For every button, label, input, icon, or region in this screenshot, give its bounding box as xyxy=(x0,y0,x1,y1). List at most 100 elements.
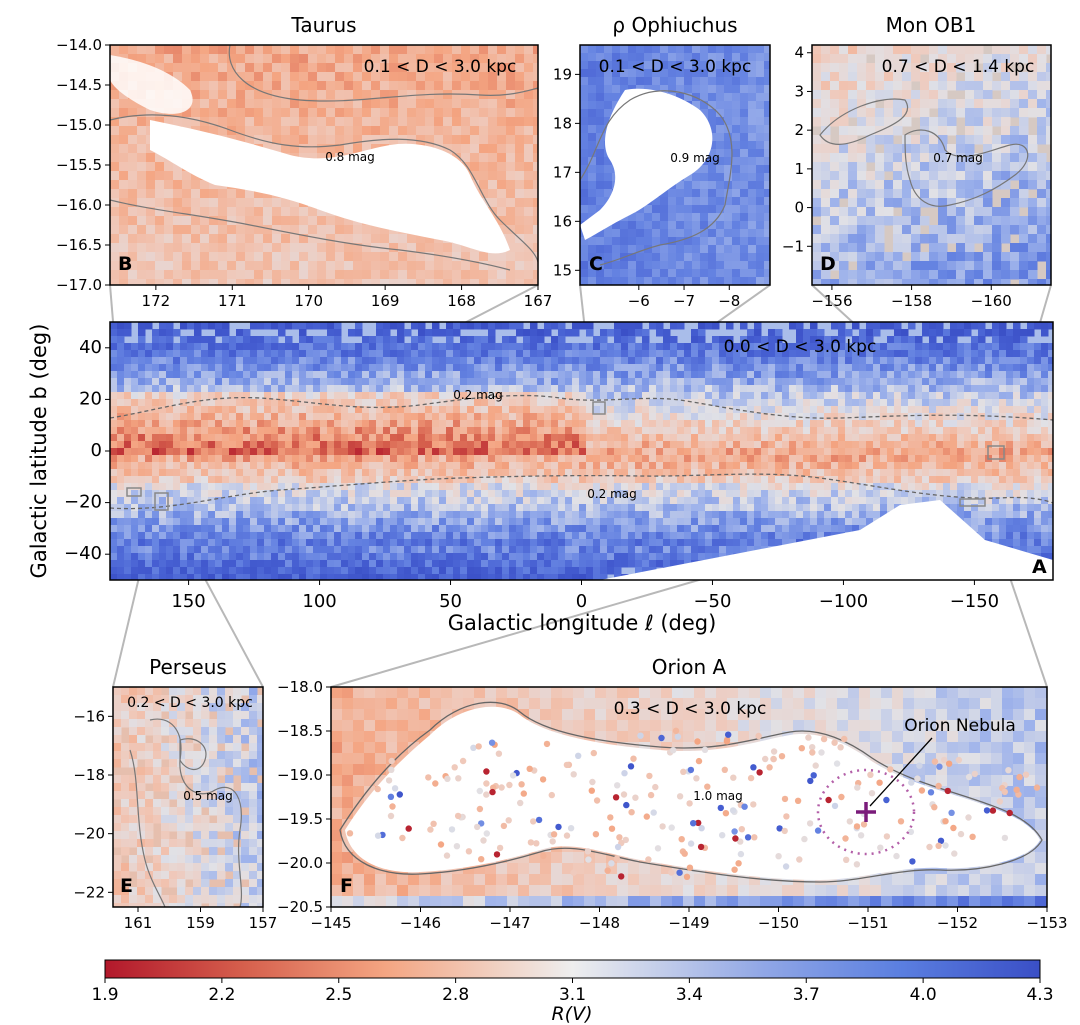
map-cell xyxy=(593,553,601,561)
map-cell xyxy=(1041,448,1049,456)
map-cell xyxy=(663,336,671,344)
map-cell xyxy=(348,546,356,554)
map-cell xyxy=(600,434,608,442)
map-cell xyxy=(257,525,265,533)
map-cell xyxy=(712,392,720,400)
map-cell xyxy=(173,427,181,435)
map-cell xyxy=(684,420,692,428)
map-cell xyxy=(453,350,461,358)
map-cell xyxy=(705,518,713,526)
map-cell xyxy=(782,406,790,414)
map-cell xyxy=(838,385,846,393)
map-cell xyxy=(173,420,181,428)
map-cell xyxy=(621,490,629,498)
map-cell xyxy=(929,364,937,372)
map-cell xyxy=(537,567,545,575)
map-cell xyxy=(250,364,258,372)
map-cell xyxy=(509,539,517,547)
map-cell xyxy=(215,511,223,519)
map-cell xyxy=(747,371,755,379)
map-cell xyxy=(194,371,202,379)
map-cell xyxy=(922,399,930,407)
map-cell xyxy=(138,539,146,547)
map-cell xyxy=(964,364,972,372)
map-cell xyxy=(635,413,643,421)
map-cell xyxy=(572,497,580,505)
map-cell xyxy=(474,525,482,533)
map-cell xyxy=(411,574,419,580)
map-cell xyxy=(656,546,664,554)
map-cell xyxy=(292,378,300,386)
map-cell xyxy=(222,322,230,330)
map-cell xyxy=(243,378,251,386)
map-cell xyxy=(768,350,776,358)
map-cell xyxy=(922,322,930,330)
map-cell xyxy=(894,343,902,351)
map-cell xyxy=(852,511,860,519)
map-cell xyxy=(383,490,391,498)
map-cell xyxy=(418,413,426,421)
map-cell xyxy=(446,476,454,484)
map-cell xyxy=(236,72,246,82)
map-cell xyxy=(334,434,342,442)
map-cell xyxy=(397,420,405,428)
map-cell xyxy=(684,434,692,442)
map-cell xyxy=(782,420,790,428)
map-cell xyxy=(411,406,419,414)
map-cell xyxy=(1041,504,1049,512)
map-cell xyxy=(572,420,580,428)
map-cell xyxy=(978,329,986,337)
map-cell xyxy=(425,539,433,547)
map-cell xyxy=(621,476,629,484)
map-cell xyxy=(628,336,636,344)
map-cell xyxy=(509,560,517,568)
map-cell xyxy=(222,343,230,351)
map-cell xyxy=(782,448,790,456)
map-cell xyxy=(523,497,531,505)
map-cell xyxy=(313,448,321,456)
map-cell xyxy=(915,392,923,400)
map-cell xyxy=(852,392,860,400)
map-cell xyxy=(257,469,265,477)
map-cell xyxy=(530,497,538,505)
map-cell xyxy=(481,364,489,372)
map-cell xyxy=(950,357,958,365)
map-cell xyxy=(404,462,412,470)
map-cell xyxy=(782,350,790,358)
map-cell xyxy=(649,322,657,330)
map-cell xyxy=(131,448,139,456)
map-cell xyxy=(460,490,468,498)
map-cell xyxy=(355,455,363,463)
map-cell xyxy=(159,399,167,407)
map-cell xyxy=(880,476,888,484)
map-cell xyxy=(621,504,629,512)
map-cell xyxy=(362,420,370,428)
map-cell xyxy=(684,490,692,498)
map-cell xyxy=(810,532,818,540)
map-cell xyxy=(1006,532,1014,540)
map-cell xyxy=(383,525,391,533)
map-cell xyxy=(705,427,713,435)
map-cell xyxy=(264,518,272,526)
map-cell xyxy=(754,406,762,414)
map-cell xyxy=(229,560,237,568)
map-cell xyxy=(754,518,762,526)
map-cell xyxy=(488,441,496,449)
map-cell xyxy=(236,434,244,442)
map-cell xyxy=(915,427,923,435)
map-cell xyxy=(1034,392,1042,400)
map-cell xyxy=(271,553,279,561)
map-cell xyxy=(201,462,209,470)
map-cell xyxy=(915,343,923,351)
map-cell xyxy=(1041,553,1049,561)
map-cell xyxy=(1027,539,1035,547)
map-cell xyxy=(257,574,265,580)
map-cell xyxy=(740,483,748,491)
map-cell xyxy=(593,336,601,344)
map-cell xyxy=(635,399,643,407)
map-cell xyxy=(418,532,426,540)
map-cell xyxy=(880,462,888,470)
map-cell xyxy=(544,350,552,358)
map-cell xyxy=(200,54,210,64)
map-cell xyxy=(355,553,363,561)
